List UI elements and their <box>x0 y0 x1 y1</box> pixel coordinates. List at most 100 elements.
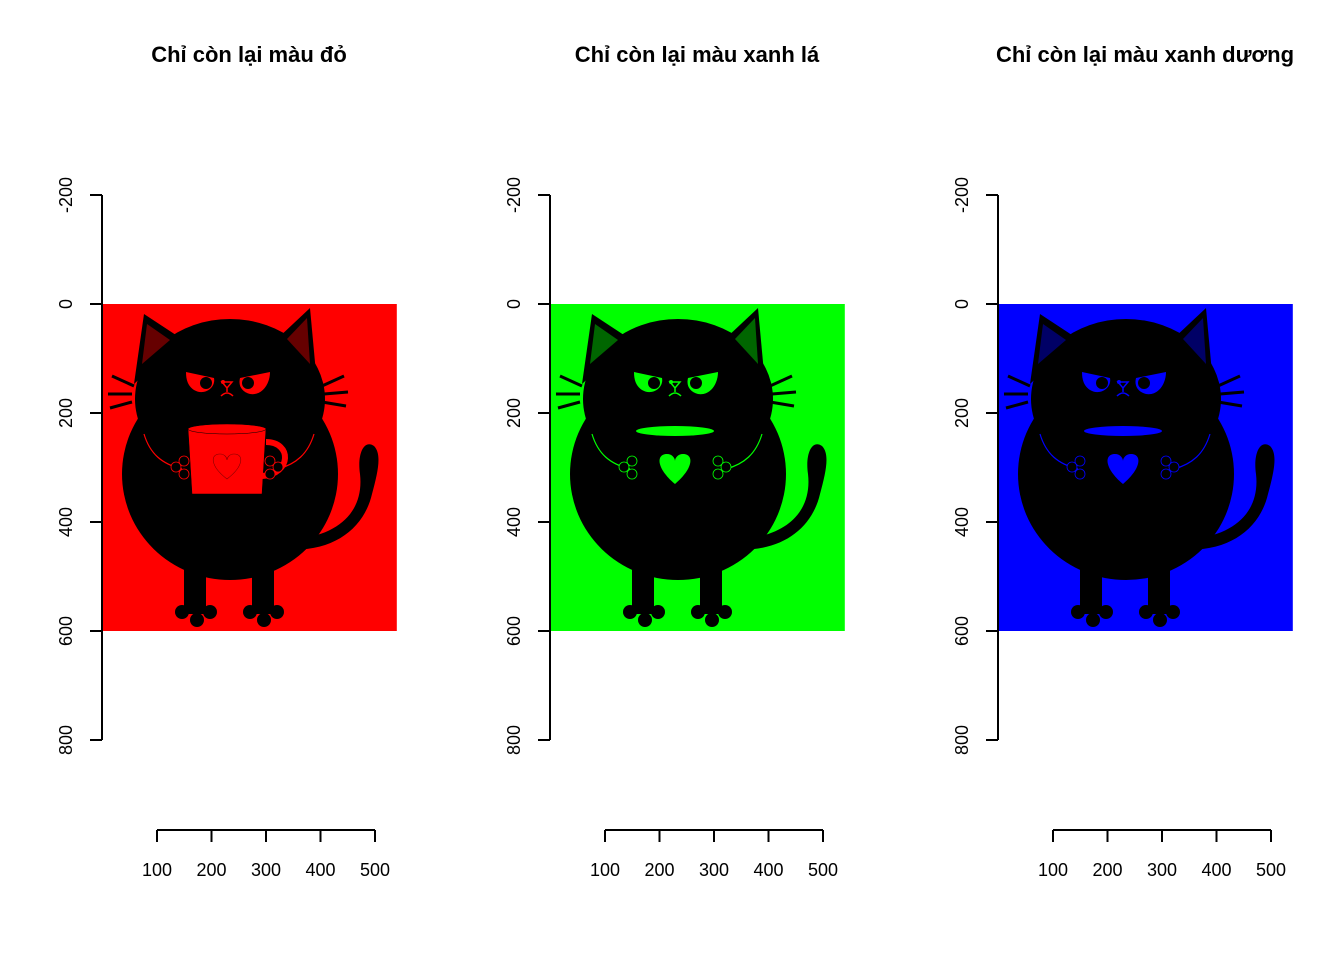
y-axis: -200 0 200 400 600 800 <box>504 177 551 755</box>
y-tick-label: -200 <box>56 177 76 213</box>
cat-toe <box>175 605 189 619</box>
cat-toe <box>691 605 705 619</box>
cat-paw <box>272 461 284 473</box>
cat-paw <box>1074 455 1086 467</box>
y-tick-label: -200 <box>504 177 524 213</box>
cat-nose <box>221 380 225 384</box>
cat-head <box>135 319 325 479</box>
cat-ear-right <box>1173 308 1213 384</box>
cat-ear-left <box>582 314 630 384</box>
cat-whisker <box>109 400 133 410</box>
cat-whisker <box>1005 400 1029 410</box>
channel-image <box>102 304 397 631</box>
cat-paw <box>712 455 724 467</box>
cat-figure <box>1004 308 1275 627</box>
mug-heart <box>1107 454 1139 484</box>
mug-rim <box>187 423 267 435</box>
cat-whisker <box>1219 390 1245 396</box>
panel-red: Chỉ còn lại màu đỏ -200 0 200 400 600 800 100 20… <box>56 42 397 880</box>
cat-toe <box>1166 605 1180 619</box>
y-tick-label: 200 <box>56 398 76 428</box>
cat-whisker <box>1007 374 1031 388</box>
mug <box>1084 426 1162 484</box>
cat-ear-left <box>1030 314 1078 384</box>
y-tick-label: 400 <box>504 507 524 537</box>
panel-blue: Chỉ còn lại màu xanh dương -200 0 200 400 600… <box>952 42 1294 880</box>
cat-figure <box>108 308 379 627</box>
x-tick-label: 500 <box>808 860 838 880</box>
cat-ear-left-inner <box>142 324 170 364</box>
cat-figure <box>556 308 827 627</box>
cat-paw <box>626 468 638 480</box>
cat-paw <box>178 468 190 480</box>
y-tick-label: 200 <box>504 398 524 428</box>
x-axis: 100 200 300 400 500 <box>142 829 390 880</box>
y-axis: -200 0 200 400 600 800 <box>952 177 999 755</box>
y-tick-label: 600 <box>504 616 524 646</box>
cat-pupil-left <box>1096 377 1108 389</box>
x-tick-label: 400 <box>1201 860 1231 880</box>
x-tick-label: 300 <box>251 860 281 880</box>
cat-paw <box>712 468 724 480</box>
mug-body <box>187 427 267 495</box>
cat-head <box>1031 319 1221 479</box>
x-tick-label: 100 <box>590 860 620 880</box>
cat-whisker <box>323 390 349 396</box>
cat-toe <box>190 613 204 627</box>
cat-pupil-left <box>648 377 660 389</box>
mug-rim <box>636 426 714 436</box>
cat-toe <box>1153 613 1167 627</box>
cat-whisker <box>111 374 135 388</box>
cat-whisker <box>557 400 581 410</box>
x-tick-label: 300 <box>1147 860 1177 880</box>
cat-head <box>583 319 773 479</box>
y-tick-label: 0 <box>952 299 972 309</box>
cat-toe <box>651 605 665 619</box>
x-tick-label: 300 <box>699 860 729 880</box>
cat-mouth <box>1116 381 1130 397</box>
y-tick-label: 600 <box>56 616 76 646</box>
cat-paw <box>170 461 182 473</box>
cat-toe <box>1139 605 1153 619</box>
y-tick-label: 600 <box>952 616 972 646</box>
y-axis: -200 0 200 400 600 800 <box>56 177 103 755</box>
cat-paw <box>264 468 276 480</box>
cat-paw <box>264 455 276 467</box>
mug-heart <box>659 454 691 484</box>
mug <box>187 423 288 495</box>
cat-mouth <box>220 381 234 397</box>
y-tick-label: 800 <box>504 725 524 755</box>
x-axis: 100 200 300 400 500 <box>590 829 838 880</box>
cat-toe <box>243 605 257 619</box>
y-tick-label: 800 <box>56 725 76 755</box>
cat-tail <box>730 444 827 550</box>
x-tick-label: 200 <box>196 860 226 880</box>
cat-toe <box>718 605 732 619</box>
panel-title: Chỉ còn lại màu xanh lá <box>575 42 820 67</box>
cat-pupil-right <box>690 377 702 389</box>
panel-green: Chỉ còn lại màu xanh lá -200 0 200 400 600 800… <box>504 42 845 880</box>
x-tick-label: 200 <box>1092 860 1122 880</box>
cat-whisker <box>559 374 583 388</box>
cat-ear-left <box>134 314 182 384</box>
cat-paw <box>720 461 732 473</box>
cat-nose <box>1117 380 1121 384</box>
y-tick-label: 800 <box>952 725 972 755</box>
cat-paw <box>178 455 190 467</box>
x-tick-label: 200 <box>644 860 674 880</box>
mug <box>636 426 714 484</box>
channel-image <box>998 304 1293 631</box>
cat-ear-left-inner <box>1038 324 1066 364</box>
cat-ear-right <box>277 308 317 384</box>
cat-toe <box>638 613 652 627</box>
x-tick-label: 400 <box>305 860 335 880</box>
cat-ear-right-inner <box>735 318 758 364</box>
cat-whisker <box>769 374 793 388</box>
x-tick-label: 100 <box>142 860 172 880</box>
cat-paw <box>1066 461 1078 473</box>
cat-toe <box>1071 605 1085 619</box>
x-tick-label: 400 <box>753 860 783 880</box>
cat-tail <box>282 444 379 550</box>
cat-whisker <box>769 400 795 408</box>
